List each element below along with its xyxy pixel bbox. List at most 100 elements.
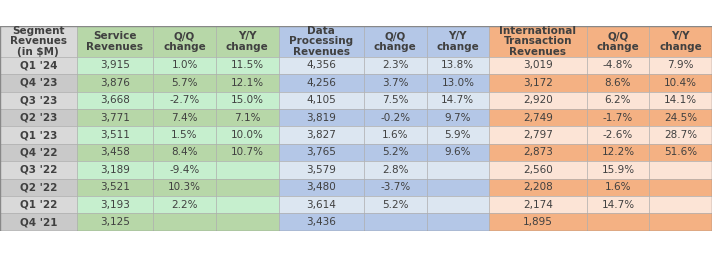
Text: -1.7%: -1.7% — [603, 113, 633, 123]
Text: 3,765: 3,765 — [306, 148, 336, 158]
Text: 3,480: 3,480 — [306, 182, 336, 192]
Text: 8.6%: 8.6% — [604, 78, 632, 88]
Bar — [153, 26, 216, 57]
Bar — [77, 57, 153, 74]
Bar — [77, 196, 153, 213]
Text: -3.7%: -3.7% — [380, 182, 410, 192]
Text: 5.2%: 5.2% — [382, 200, 409, 210]
Text: -2.6%: -2.6% — [603, 130, 633, 140]
Bar — [216, 179, 278, 196]
Bar — [77, 74, 153, 91]
Bar — [0, 161, 77, 179]
Text: 1,895: 1,895 — [523, 217, 553, 227]
Text: 11.5%: 11.5% — [231, 60, 263, 70]
Bar — [364, 109, 426, 126]
Bar — [216, 126, 278, 144]
Text: 14.7%: 14.7% — [441, 95, 474, 105]
Bar — [649, 74, 712, 91]
Bar — [489, 74, 587, 91]
Bar — [216, 26, 278, 57]
Bar — [426, 179, 489, 196]
Text: Segment
Revenues
(in $M): Segment Revenues (in $M) — [10, 26, 67, 57]
Bar — [364, 57, 426, 74]
Text: 4,256: 4,256 — [306, 78, 336, 88]
Text: 1.5%: 1.5% — [172, 130, 198, 140]
Bar — [153, 109, 216, 126]
Bar — [364, 144, 426, 161]
Bar — [77, 91, 153, 109]
Text: 2,920: 2,920 — [523, 95, 553, 105]
Bar — [77, 126, 153, 144]
Bar — [278, 144, 364, 161]
Text: 2.8%: 2.8% — [382, 165, 409, 175]
Text: 24.5%: 24.5% — [664, 113, 697, 123]
Text: 3,614: 3,614 — [306, 200, 336, 210]
Text: International
Transaction
Revenues: International Transaction Revenues — [499, 26, 577, 57]
Text: -4.8%: -4.8% — [603, 60, 633, 70]
Bar — [426, 196, 489, 213]
Bar — [587, 179, 649, 196]
Bar — [153, 91, 216, 109]
Text: 3,436: 3,436 — [306, 217, 336, 227]
Bar — [278, 74, 364, 91]
Bar — [278, 109, 364, 126]
Bar — [364, 126, 426, 144]
Text: 3,827: 3,827 — [306, 130, 336, 140]
Bar — [278, 126, 364, 144]
Text: Q/Q
change: Q/Q change — [374, 31, 417, 52]
Text: 7.1%: 7.1% — [234, 113, 261, 123]
Text: 9.7%: 9.7% — [444, 113, 471, 123]
Text: 3,193: 3,193 — [100, 200, 130, 210]
Bar — [649, 91, 712, 109]
Bar — [278, 161, 364, 179]
Bar — [216, 196, 278, 213]
Text: 7.9%: 7.9% — [667, 60, 694, 70]
Text: Q1 '23: Q1 '23 — [20, 130, 57, 140]
Text: -0.2%: -0.2% — [380, 113, 410, 123]
Bar — [364, 26, 426, 57]
Text: 51.6%: 51.6% — [664, 148, 697, 158]
Bar — [489, 57, 587, 74]
Bar — [0, 196, 77, 213]
Text: 15.9%: 15.9% — [602, 165, 634, 175]
Text: Q4 '22: Q4 '22 — [19, 148, 57, 158]
Bar — [153, 144, 216, 161]
Bar — [278, 91, 364, 109]
Text: 4,356: 4,356 — [306, 60, 336, 70]
Text: 3.7%: 3.7% — [382, 78, 409, 88]
Text: 8.4%: 8.4% — [172, 148, 198, 158]
Text: 1.6%: 1.6% — [604, 182, 632, 192]
Text: 2,174: 2,174 — [523, 200, 553, 210]
Text: 3,019: 3,019 — [523, 60, 553, 70]
Bar — [426, 91, 489, 109]
Bar — [587, 74, 649, 91]
Text: Q/Q
change: Q/Q change — [163, 31, 206, 52]
Bar — [77, 179, 153, 196]
Text: 28.7%: 28.7% — [664, 130, 697, 140]
Text: 5.7%: 5.7% — [172, 78, 198, 88]
Bar — [489, 213, 587, 231]
Bar — [216, 91, 278, 109]
Bar — [278, 26, 364, 57]
Bar — [426, 213, 489, 231]
Text: Q2 '23: Q2 '23 — [20, 113, 57, 123]
Text: 2,208: 2,208 — [523, 182, 553, 192]
Bar — [649, 161, 712, 179]
Text: 1.0%: 1.0% — [172, 60, 198, 70]
Text: 3,771: 3,771 — [100, 113, 130, 123]
Bar — [77, 109, 153, 126]
Text: 10.7%: 10.7% — [231, 148, 263, 158]
Bar — [216, 57, 278, 74]
Bar — [216, 144, 278, 161]
Text: Y/Y
change: Y/Y change — [659, 31, 702, 52]
Bar — [364, 196, 426, 213]
Bar — [0, 57, 77, 74]
Text: Q3 '22: Q3 '22 — [20, 165, 57, 175]
Text: -9.4%: -9.4% — [169, 165, 199, 175]
Bar — [364, 91, 426, 109]
Bar — [587, 91, 649, 109]
Bar — [364, 213, 426, 231]
Bar — [153, 74, 216, 91]
Bar — [649, 26, 712, 57]
Bar — [426, 144, 489, 161]
